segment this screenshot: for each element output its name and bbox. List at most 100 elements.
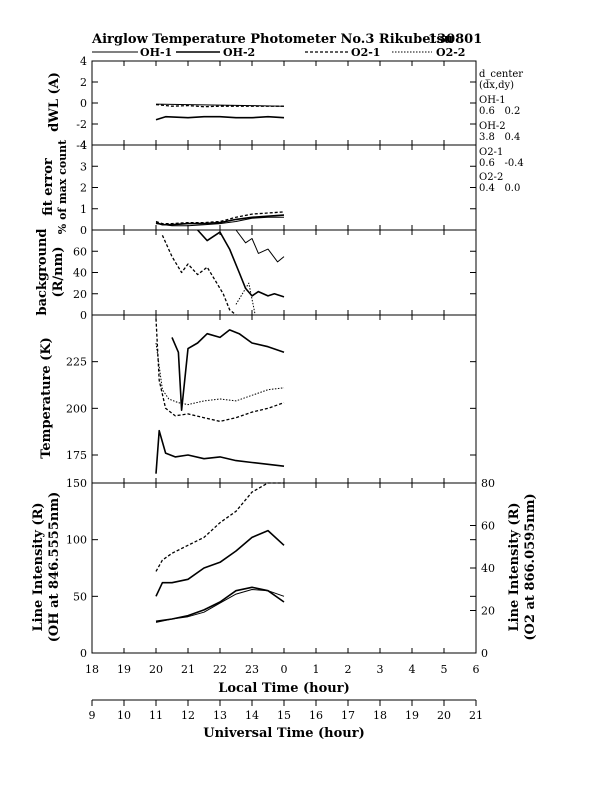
ytick-label: 100 [66, 534, 87, 547]
xtick-label-local: 18 [85, 663, 99, 676]
xtick-label-local: 3 [377, 663, 384, 676]
series-int-2 [155, 586, 285, 623]
legend-label-o21: O2-1 [351, 46, 380, 59]
ytick-label-right: 40 [481, 562, 495, 575]
series-dwl-1 [155, 103, 284, 108]
ytick-label: 0 [80, 224, 87, 237]
series-temp-3 [155, 342, 285, 406]
xtick-label-ut: 20 [437, 709, 451, 722]
ytick-label-right: 60 [481, 520, 495, 533]
ytick-label: -4 [76, 139, 87, 152]
ylabel-int: Line Intensity (R) [31, 502, 46, 631]
xtick-label-ut: 16 [309, 709, 323, 722]
xlabel-ut: Universal Time (hour) [203, 726, 365, 741]
info-value-oh2: 3.8 0.4 [479, 132, 520, 143]
ytick-label: 20 [73, 288, 87, 301]
series-int-1 [155, 482, 284, 572]
xtick-label-local: 22 [213, 663, 227, 676]
xtick-label-local: 1 [313, 663, 320, 676]
ytick-label: 0 [80, 309, 87, 322]
chart-title: Airglow Temperature Photometer No.3 Riku… [91, 32, 453, 47]
series-int-3 [155, 589, 285, 623]
xtick-label-local: 5 [441, 663, 448, 676]
xtick-label-local: 6 [473, 663, 480, 676]
info-value-oh1: 0.6 0.2 [479, 106, 520, 117]
ylabel-bg: background [35, 228, 50, 315]
info-header-2: (dx,dy) [479, 80, 514, 91]
ytick-label: 50 [73, 590, 87, 603]
info-name-oh2: OH-2 [479, 121, 506, 132]
ytick-label: 2 [80, 182, 87, 195]
series-bg-3 [235, 282, 256, 316]
xtick-label-ut: 19 [405, 709, 419, 722]
ytick-label: 150 [66, 477, 87, 490]
chart-date-code: 130801 [428, 32, 482, 47]
xtick-label-local: 4 [409, 663, 416, 676]
xtick-label-ut: 9 [89, 709, 96, 722]
xtick-label-local: 2 [345, 663, 352, 676]
xtick-label-ut: 13 [213, 709, 227, 722]
ylabel-temp: Temperature (K) [39, 337, 54, 459]
legend-label-o22: O2-2 [436, 46, 465, 59]
series-fit-2 [155, 216, 284, 227]
panel-bg: 0 20 40 60 [73, 229, 477, 322]
series-int-0 [155, 529, 285, 597]
xtick-label-ut: 14 [245, 709, 259, 722]
xtick-label-local: 20 [149, 663, 163, 676]
center-info: d_center (dx,dy) OH-1 0.6 0.2 OH-2 3.8 0… [479, 69, 524, 194]
ytick-label: 60 [73, 245, 87, 258]
series-bg-0 [197, 229, 285, 298]
ytick-label-right: 0 [481, 647, 488, 660]
ytick-label: 2 [80, 76, 87, 89]
ytick-label: 3 [80, 160, 87, 173]
xtick-label-local: 23 [245, 663, 259, 676]
xtick-label-ut: 17 [341, 709, 355, 722]
xtick-label-ut: 15 [277, 709, 291, 722]
ytick-label: 40 [73, 267, 87, 280]
series-fit-1 [155, 211, 285, 225]
ytick-label: 175 [66, 449, 87, 462]
xtick-label-local: 19 [117, 663, 131, 676]
ytick-label: 4 [80, 139, 87, 152]
series-temp-1 [155, 429, 285, 474]
ytick-label-right: 80 [481, 477, 495, 490]
info-value-o21: 0.6 -0.4 [479, 158, 524, 169]
legend-label-oh2: OH-2 [223, 46, 255, 59]
panel-dwl: -4 -2 0 2 4 [76, 55, 477, 152]
ylabel-dwl: dWL (A) [47, 72, 62, 132]
xtick-label-ut: 12 [181, 709, 195, 722]
ylabel-int-right: Line Intensity (R) [507, 502, 522, 631]
series-dwl-2 [155, 115, 285, 121]
ytick-label: 0 [80, 647, 87, 660]
ylabel-fit: fit error [41, 158, 56, 216]
series-temp-0 [171, 329, 285, 412]
panel-fit: 0 1 2 3 4 [80, 139, 477, 237]
ytick-label-right: 20 [481, 605, 495, 618]
panel-temp: 175 200 225 [66, 314, 477, 483]
ylabel-int-right-2: (O2 at 866.0595nm) [523, 493, 538, 640]
info-name-o22: O2-2 [479, 172, 503, 183]
series-bg-2 [161, 235, 237, 316]
ytick-label: 225 [66, 356, 87, 369]
ylabel-fit-2: % of max count [56, 139, 69, 234]
ylabel-int-2: (OH at 846.5555nm) [47, 492, 62, 642]
info-header-1: d_center [479, 69, 523, 80]
info-value-o22: 0.4 0.0 [479, 183, 520, 194]
xtick-label-ut: 18 [373, 709, 387, 722]
ytick-label: -2 [76, 118, 87, 131]
info-name-oh1: OH-1 [479, 95, 506, 106]
ytick-label: 4 [80, 55, 87, 68]
xtick-label-local: 21 [181, 663, 195, 676]
series-temp-2 [155, 318, 285, 423]
xtick-label-ut: 21 [469, 709, 483, 722]
ylabel-bg-2: (R/nm) [51, 246, 66, 297]
ytick-label: 0 [80, 97, 87, 110]
xtick-label-ut: 11 [149, 709, 163, 722]
legend: OH-1 OH-2 O2-1 O2-2 [92, 46, 465, 59]
xlabel-local: Local Time (hour) [218, 681, 350, 696]
series-dwl-0 [155, 103, 285, 107]
legend-label-oh1: OH-1 [140, 46, 172, 59]
xtick-label-ut: 10 [117, 709, 131, 722]
ytick-label: 200 [66, 402, 87, 415]
